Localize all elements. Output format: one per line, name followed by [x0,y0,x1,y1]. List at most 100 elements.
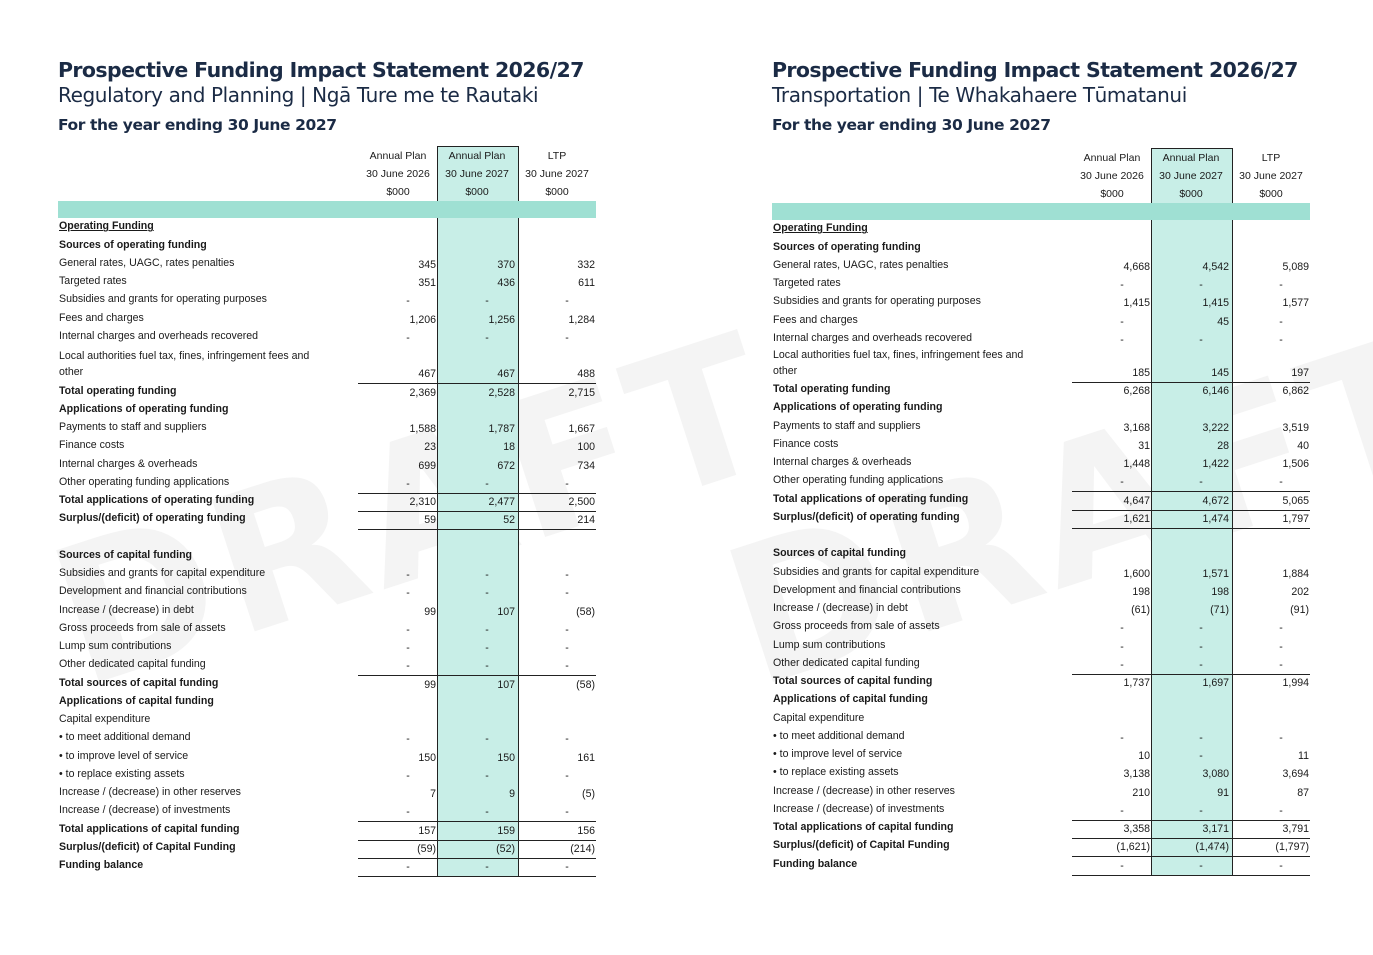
table-row: Targeted rates - - - [772,276,1310,294]
row-value: - [406,569,410,581]
row-label: Applications of operating funding [59,402,229,415]
table-row: Increase / (decrease) in debt 99 107 (58) [58,602,596,620]
row-value: - [1279,622,1283,635]
row-value: - [1199,279,1203,291]
row-value: 345 [418,258,436,271]
row-value: - [1120,859,1124,872]
row-label: Total sources of capital funding [773,675,933,687]
row-value: - [485,623,489,636]
row-value: 10 [1138,750,1150,762]
row-value: - [565,623,569,636]
table-row: Fees and charges - 45 - [772,312,1310,330]
row-value: 1,600 [1123,567,1150,580]
row-label: Increase / (decrease) in other reserves [773,784,955,797]
row-value: - [1199,476,1203,489]
row-value: 3,138 [1123,768,1150,781]
row-value: - [1199,622,1203,635]
table-row: Other dedicated capital funding - - - [772,656,1310,674]
table-row: Subsidies and grants for operating purpo… [58,292,596,310]
row-value: 436 [497,277,515,289]
row-label: Sources of capital funding [59,548,193,561]
row-label: Targeted rates [773,277,841,289]
row-value: - [1279,640,1283,653]
row-value: - [565,861,569,873]
statement-title: Prospective Funding Impact Statement 202… [772,58,1298,82]
column-header-line1: Annual Plan [1162,152,1220,164]
row-value: (1,621) [1116,841,1150,854]
total-rule [1072,673,1310,675]
row-value: - [1199,750,1203,762]
row-value: 2,310 [409,496,436,508]
row-value: 4,668 [1123,260,1150,273]
column-header-line1: Annual Plan [448,150,506,162]
row-value: (214) [570,842,595,855]
row-value: 87 [1297,786,1309,799]
row-value: - [485,660,489,673]
table-row: Funding balance - - - [772,856,1310,874]
statement-title: Prospective Funding Impact Statement 202… [58,58,584,82]
statement-subtitle: Transportation | Te Whakahaere Tūmatanui [772,83,1187,107]
row-value: 28 [1217,439,1229,452]
table-row: Total sources of capital funding 99 107 (58… [58,675,596,693]
row-value: - [485,331,489,344]
row-value: - [406,295,410,308]
table-row [58,529,596,547]
table-row: Lump sum contributions - - - [772,637,1310,655]
row-value: - [1199,804,1203,817]
table-row: Development and financial contributions -… [58,584,596,602]
row-label: Increase / (decrease) of investments [773,802,945,815]
column-header-line3: $000 [386,186,410,199]
row-label: Increase / (decrease) in other reserves [59,786,241,798]
table-row: Increase / (decrease) of investments - - - [772,802,1310,820]
row-value: 45 [1217,315,1229,328]
row-value: 3,694 [1282,768,1309,781]
total-rule [358,876,596,877]
row-value: - [1120,640,1124,653]
row-value: 52 [503,514,515,527]
row-value: 99 [424,678,436,691]
row-label: Lump sum contributions [59,640,172,652]
row-value: 150 [418,751,436,764]
total-rule [358,839,596,841]
row-value: 672 [497,459,515,472]
row-label: • to improve level of service [773,748,903,760]
row-value: 1,415 [1202,297,1229,310]
statement-subtitle: Regulatory and Planning | Ngā Ture me te… [58,83,539,107]
table-row: Other operating funding applications - - - [58,475,596,493]
row-label: Operating Funding [59,220,154,233]
row-label: Internal charges and overheads recovered [59,329,259,342]
row-label: • to meet additional demand [59,731,191,744]
row-label: Sources of operating funding [773,240,921,253]
row-label: • to improve level of service [59,749,189,762]
table-row: General rates, UAGC, rates penalties 345 3… [58,256,596,274]
row-value: 1,284 [568,313,595,326]
row-label: Applications of operating funding [773,401,943,414]
row-value: 6,862 [1282,385,1309,397]
row-value: 214 [577,514,595,527]
row-value: - [1279,731,1283,744]
row-label: Local authorities fuel tax, fines, infri… [773,348,1024,377]
row-value: 1,737 [1123,677,1150,689]
row-value: (1,474) [1195,841,1229,854]
table-row: Development and financial contributions 1… [772,583,1310,601]
row-label: Other operating funding applications [59,475,230,488]
row-label: Development and financial contributions [773,583,961,596]
row-label: Lump sum contributions [773,638,886,651]
column-header-line2: 30 June 2027 [1159,170,1223,183]
row-label: Sources of operating funding [59,238,207,251]
row-value: 6,146 [1202,385,1229,397]
column-header: Annual Plan 30 June 2026 $000 [1072,149,1152,204]
row-value: - [1120,279,1124,291]
table-row: Applications of capital funding [58,694,596,712]
row-value: 59 [424,514,436,527]
row-value: 1,506 [1282,458,1309,470]
panel-transportation: DRAFT Prospective Funding Impact Stateme… [702,0,1373,955]
row-value: - [565,642,569,654]
row-label: Subsidies and grants for capital expendi… [773,565,980,578]
row-value: 351 [418,277,436,289]
row-value: 18 [503,441,515,454]
row-label: Subsidies and grants for operating purpo… [59,293,267,306]
table-row: Operating Funding [58,219,596,237]
row-value: 1,422 [1202,458,1229,470]
row-value: - [565,569,569,581]
